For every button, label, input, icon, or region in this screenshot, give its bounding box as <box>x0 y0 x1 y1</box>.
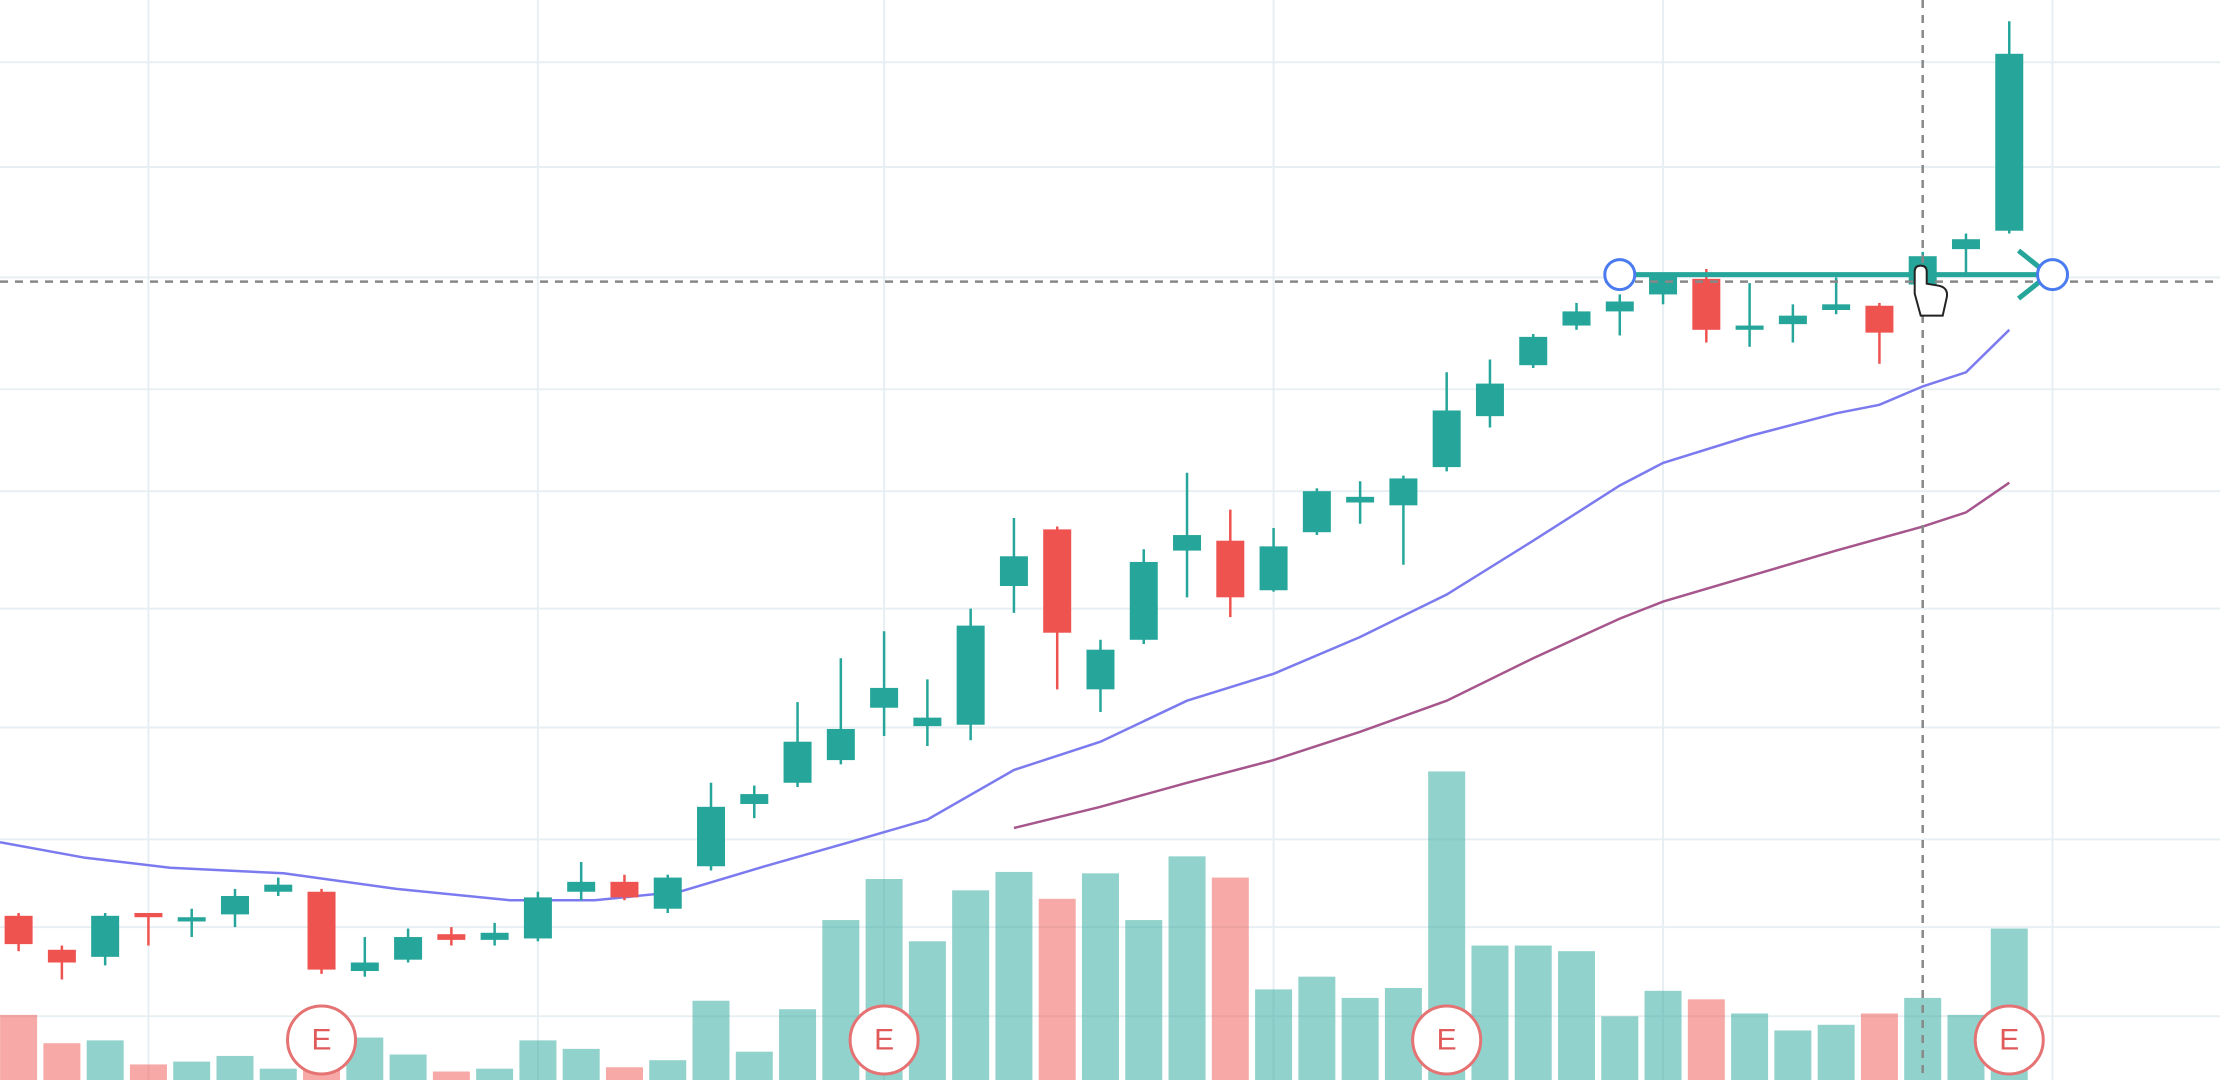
volume-bar <box>562 1048 600 1080</box>
event-marker <box>286 1004 358 1076</box>
trend-handle <box>2036 258 2070 292</box>
candle-body <box>480 932 509 940</box>
volume-bar <box>1255 989 1293 1080</box>
volume-bar <box>779 1009 817 1080</box>
candle-body <box>999 556 1028 587</box>
volume-bar <box>129 1064 167 1080</box>
volume-bar <box>995 871 1033 1080</box>
moving-average <box>1013 481 2011 830</box>
event-marker <box>1973 1004 2045 1076</box>
volume-bar <box>173 1061 211 1080</box>
candle-body <box>523 897 552 939</box>
candle-body <box>220 895 249 915</box>
volume-bar <box>259 1068 297 1080</box>
volume-bar <box>476 1068 514 1080</box>
candle-body <box>783 741 812 783</box>
candle-body <box>91 915 120 957</box>
volume-bar <box>1558 951 1596 1080</box>
volume-bar <box>1514 945 1552 1080</box>
event-label: E <box>1437 1024 1457 1057</box>
candle-body <box>1346 496 1375 503</box>
candle-body <box>1259 546 1288 591</box>
volume-bar <box>43 1043 81 1080</box>
volume-bar <box>519 1040 557 1080</box>
candle-body <box>4 915 33 945</box>
volume-bar <box>1644 990 1682 1080</box>
moving-average <box>0 328 2011 902</box>
candle-body <box>653 877 682 909</box>
candle-body <box>1735 325 1764 330</box>
volume-bar <box>649 1060 687 1080</box>
event-marker <box>1411 1004 1483 1076</box>
volume-bar <box>1211 877 1249 1080</box>
candle-body <box>1562 311 1591 326</box>
candle-body <box>1432 410 1461 468</box>
trend-handle <box>1603 258 1637 292</box>
candle-body <box>350 962 379 972</box>
candle-body <box>740 794 769 804</box>
volume-bar <box>0 1014 38 1080</box>
event-label: E <box>874 1024 894 1057</box>
volume-bar <box>1081 873 1119 1080</box>
candle-body <box>697 806 726 867</box>
candle-body <box>1951 239 1980 250</box>
event-marker <box>848 1004 920 1076</box>
candle-body <box>1475 383 1504 417</box>
candle-body <box>1649 276 1678 295</box>
volume-bar <box>1168 856 1206 1080</box>
candle-body <box>1692 278 1721 330</box>
candle-body <box>1865 305 1894 333</box>
volume-bar <box>1471 945 1509 1080</box>
candle-body <box>177 917 206 922</box>
volume-bar <box>1731 1013 1769 1080</box>
volume-bar <box>605 1067 643 1080</box>
volume-bar <box>692 1000 730 1080</box>
volume-bar <box>432 1071 470 1080</box>
candle-body <box>47 949 76 963</box>
volume-bar <box>1687 999 1725 1080</box>
candle-body <box>394 937 423 960</box>
volume-bar <box>1341 997 1379 1080</box>
volume-bar <box>1860 1013 1898 1080</box>
volume-bar <box>1601 1016 1639 1080</box>
volume-bar <box>1298 976 1336 1080</box>
candle-body <box>1605 301 1634 312</box>
candle-body <box>956 625 985 725</box>
candle-body <box>567 881 596 892</box>
candle-body <box>307 891 336 970</box>
volume-bar <box>1774 1030 1812 1080</box>
volume-bar <box>952 890 990 1080</box>
candle-body <box>1216 540 1245 598</box>
candle-body <box>1995 53 2024 231</box>
candle-body <box>1519 336 1548 366</box>
volume-bar <box>908 941 946 1080</box>
candle-body <box>1302 491 1331 533</box>
volume-bar <box>735 1051 773 1080</box>
candle-body <box>1778 315 1807 325</box>
candle-body <box>870 687 899 708</box>
candle-body <box>264 884 293 892</box>
candle-body <box>826 728 855 761</box>
volume-bar <box>216 1055 254 1080</box>
volume-bar <box>389 1054 427 1080</box>
candle-body <box>1173 535 1202 551</box>
candle-body <box>610 881 639 898</box>
candle-body <box>1389 478 1418 506</box>
candle-body <box>134 912 163 918</box>
volume-bar <box>1125 920 1163 1080</box>
candle-body <box>1086 649 1115 690</box>
event-label: E <box>312 1024 332 1057</box>
candle-body <box>1822 304 1851 310</box>
volume-bar <box>1038 898 1076 1080</box>
candle-body <box>1043 529 1072 633</box>
candle-body <box>913 717 942 727</box>
candle-body <box>1129 561 1158 640</box>
volume-bar <box>1817 1024 1855 1080</box>
candle-body <box>437 934 466 940</box>
event-label: E <box>1999 1024 2019 1057</box>
volume-bar <box>86 1040 124 1080</box>
cursor <box>1913 264 1949 317</box>
